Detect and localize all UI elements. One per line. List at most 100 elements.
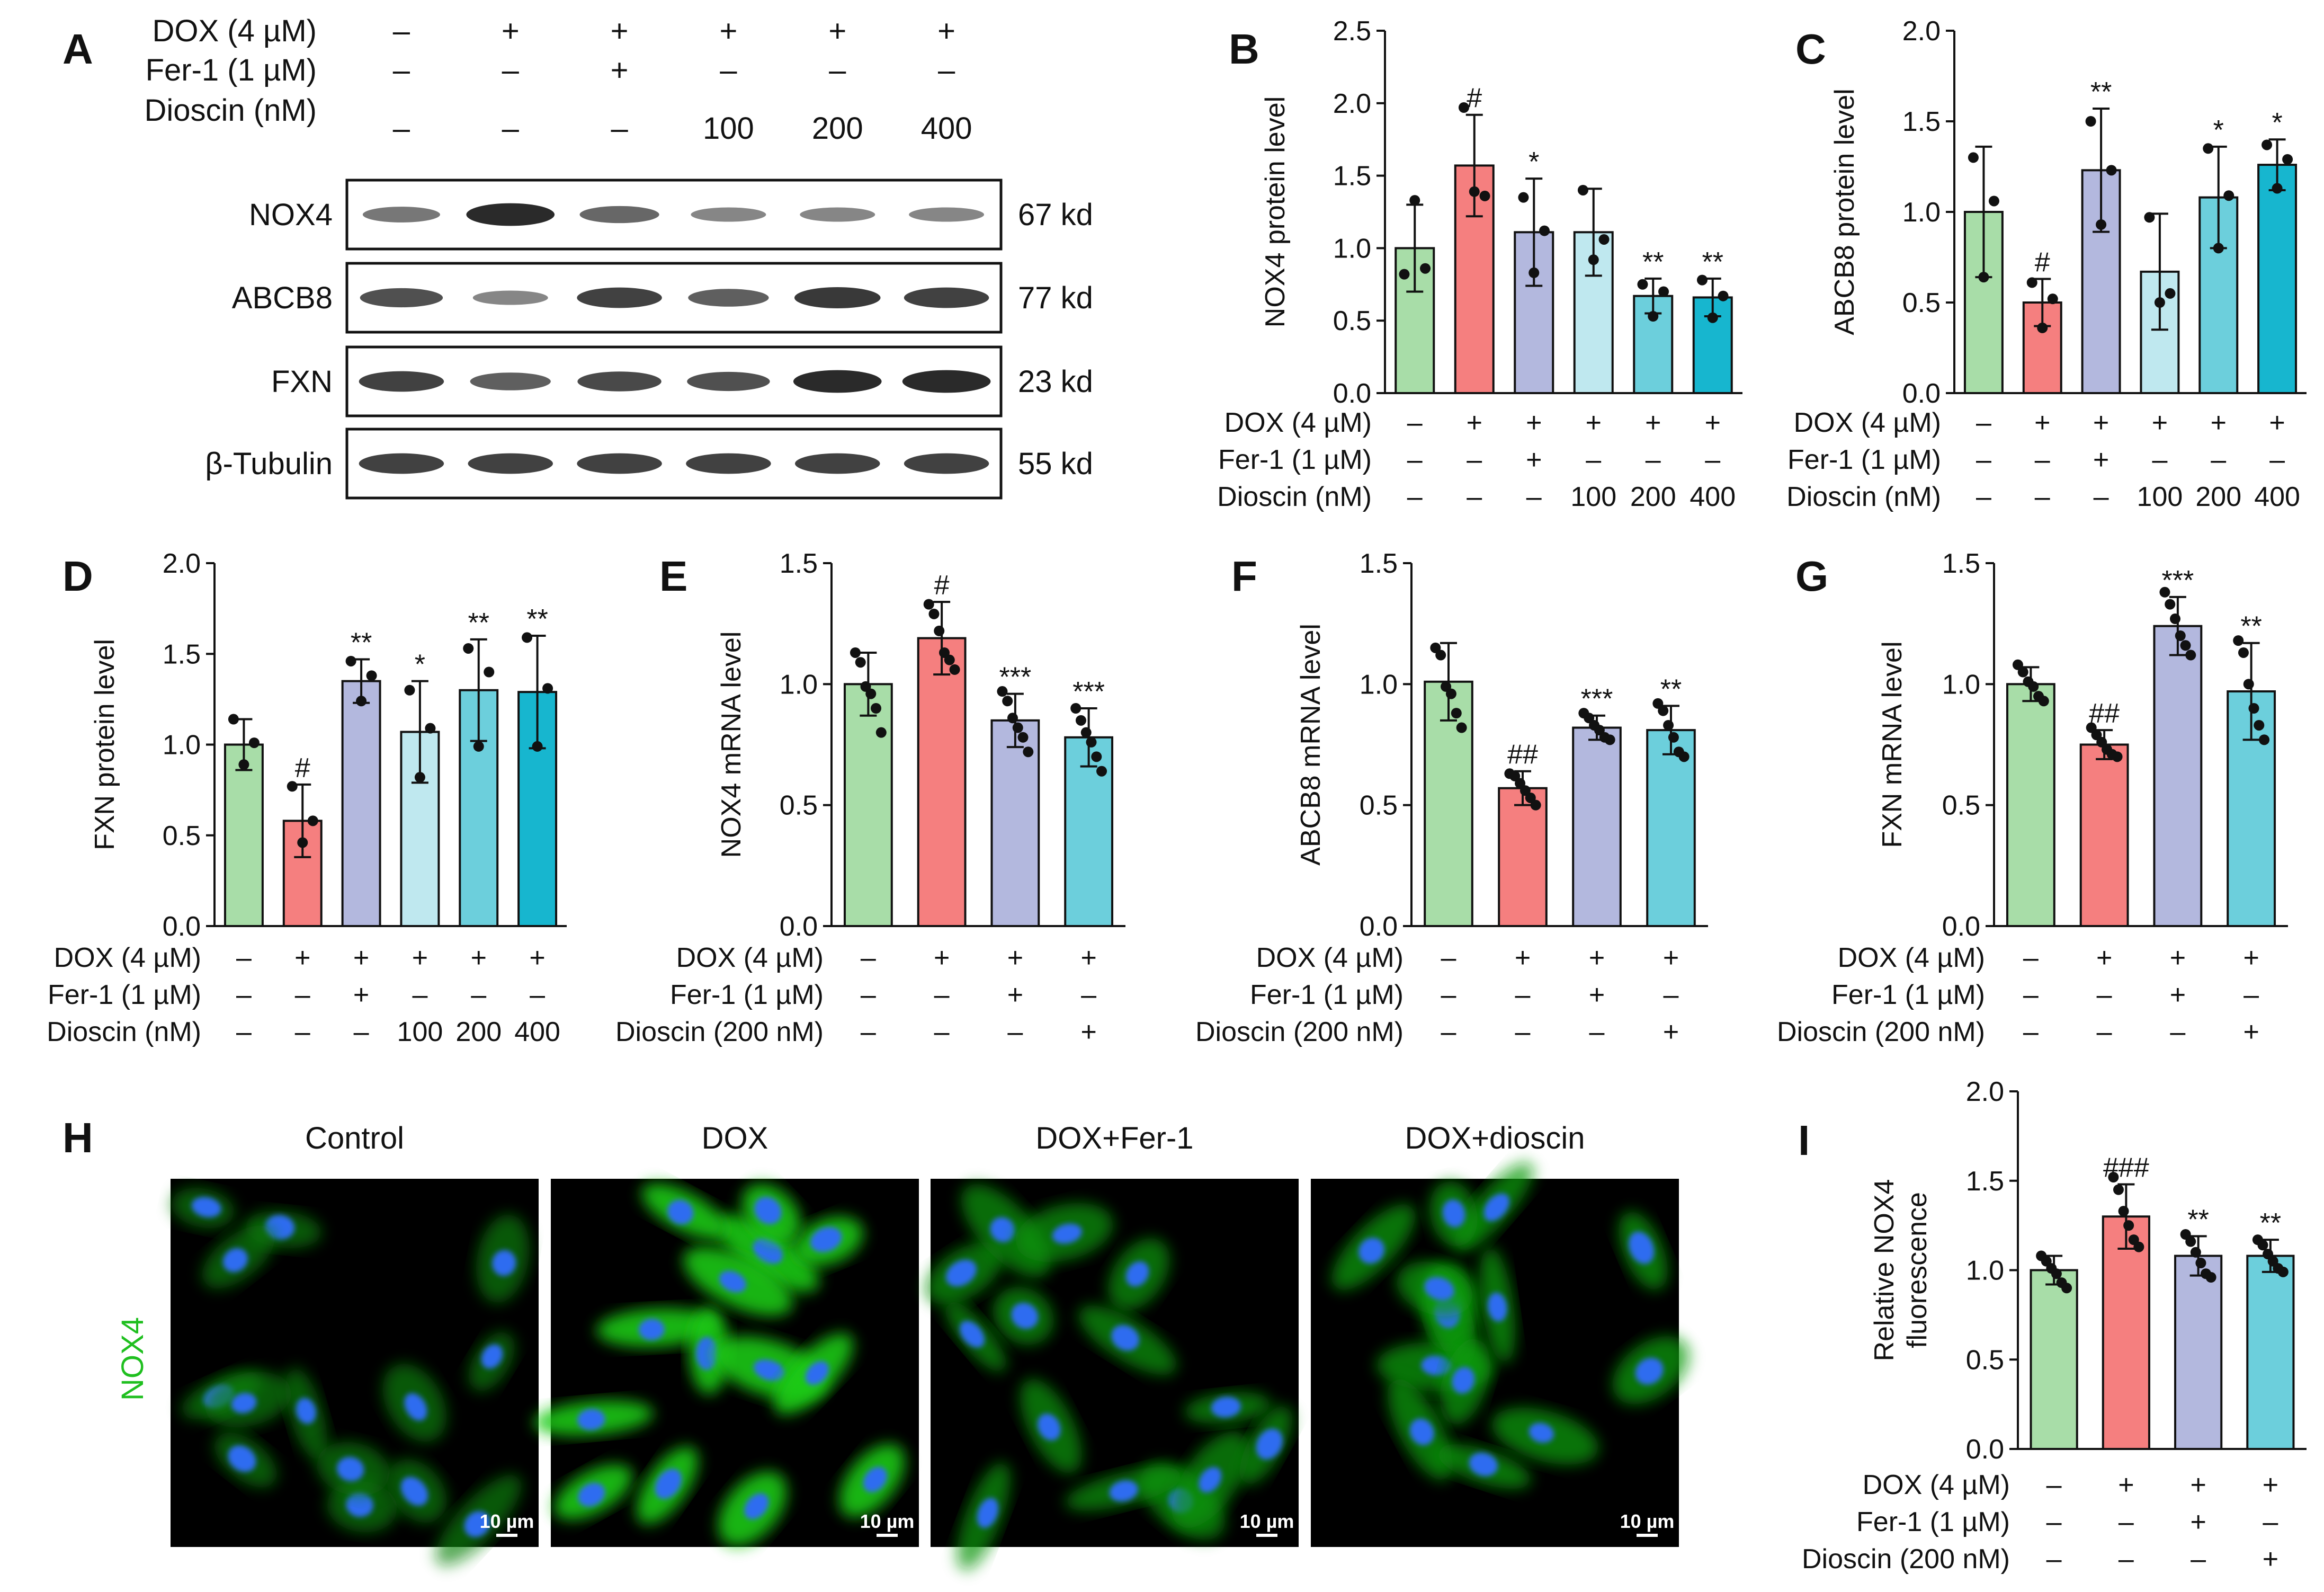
data-point <box>2026 277 2037 288</box>
data-point <box>871 703 882 714</box>
data-point <box>307 815 318 826</box>
condition-cell: + <box>2269 407 2285 438</box>
blot-protein-label: NOX4 <box>249 198 333 232</box>
significance-marker: ** <box>1660 674 1682 705</box>
bar-group <box>1963 145 2004 394</box>
condition-cell: + <box>1663 1017 1679 1047</box>
condition-cell: – <box>1407 407 1423 438</box>
condition-label: Dioscin (200 nM) <box>1195 1017 1404 1047</box>
condition-cell: – <box>1586 444 1601 475</box>
condition-cell: – <box>2046 1470 2062 1500</box>
cell-nucleus <box>1487 1292 1507 1322</box>
blot-condition-label: DOX (4 µM) <box>152 14 317 48</box>
condition-cell: + <box>2190 1470 2206 1500</box>
significance-marker: ** <box>2090 77 2112 108</box>
chart-panel: E 0.0 0.5 1.0 1.5 NOX4 mRNA level # *** *** DOX (… <box>615 548 1125 1047</box>
protein-band <box>687 371 770 392</box>
y-tick-label: 2.0 <box>1966 1077 2004 1107</box>
cell-nucleus <box>1358 1238 1384 1264</box>
data-point <box>1420 263 1431 274</box>
bar-group: ** <box>1646 674 1696 927</box>
bar <box>1963 211 2004 394</box>
cell-nucleus <box>346 1492 373 1517</box>
y-tick-label: 0.5 <box>1360 790 1398 821</box>
y-tick-label: 0.5 <box>1902 288 1941 318</box>
y-tick-label: 0.0 <box>1360 911 1398 942</box>
condition-cell: – <box>1467 482 1482 512</box>
significance-marker: ** <box>351 628 372 659</box>
protein-band <box>359 371 444 392</box>
data-point <box>2259 734 2270 745</box>
cell-nucleus <box>1409 1418 1434 1445</box>
blot-condition-cell: + <box>937 14 955 48</box>
condition-cell: + <box>1645 407 1661 438</box>
condition-cell: – <box>1515 1017 1531 1047</box>
y-tick-label: 1.5 <box>1360 548 1398 579</box>
condition-cell: – <box>1526 482 1542 512</box>
blot-condition-cell: 200 <box>812 111 863 146</box>
bar <box>2257 164 2298 394</box>
condition-cell: – <box>1441 1017 1456 1047</box>
bar-group: ## <box>2079 698 2129 927</box>
cell-nucleus <box>810 1226 842 1252</box>
condition-cell: + <box>1586 407 1602 438</box>
protein-band <box>468 453 553 474</box>
condition-cell: – <box>1976 444 1991 475</box>
y-tick-label: 2.0 <box>1902 16 1941 47</box>
micrograph: Control 10 µm <box>171 1121 539 1566</box>
bar-group: # <box>282 753 323 927</box>
data-point <box>2038 696 2049 707</box>
data-point <box>2185 650 2196 661</box>
condition-cell: – <box>2170 1017 2185 1047</box>
y-tick-label: 1.0 <box>1966 1256 2004 1286</box>
data-point <box>1023 746 1034 758</box>
condition-cell: + <box>1526 444 1542 475</box>
significance-marker: ** <box>526 604 548 635</box>
protein-band <box>794 287 881 309</box>
blot-condition-cell: – <box>502 53 520 87</box>
data-point <box>484 666 495 678</box>
condition-cell: – <box>2035 444 2050 475</box>
protein-band <box>902 370 991 393</box>
bar-group: *** <box>990 662 1040 928</box>
cell-nucleus <box>336 1457 364 1481</box>
cell-nucleus <box>863 1466 887 1492</box>
data-point <box>2203 143 2214 154</box>
significance-marker: * <box>2272 108 2282 138</box>
data-point <box>2190 1247 2201 1258</box>
condition-cell: + <box>2170 980 2186 1010</box>
bar-group: * <box>2257 108 2298 394</box>
blot-protein-label: ABCB8 <box>232 281 333 315</box>
bar <box>2102 1215 2150 1450</box>
condition-cell: + <box>529 942 545 973</box>
cell-nucleus <box>667 1199 694 1225</box>
blot-protein-label: β-Tubulin <box>205 447 333 481</box>
bar-group: * <box>400 650 440 928</box>
protein-band <box>359 453 444 474</box>
condition-label: Dioscin (nM) <box>1786 482 1941 512</box>
significance-marker: ** <box>1642 247 1664 278</box>
y-tick-label: 1.5 <box>163 639 201 670</box>
condition-label: Fer-1 (1 µM) <box>1787 444 1941 475</box>
condition-cell: – <box>1467 444 1482 475</box>
data-point <box>2165 288 2176 299</box>
data-point <box>2112 751 2123 762</box>
cell-nucleus <box>990 1217 1015 1242</box>
condition-label: DOX (4 µM) <box>1224 407 1372 438</box>
cell-nucleus <box>1452 1367 1475 1394</box>
condition-cell: – <box>2243 980 2259 1010</box>
bar <box>224 743 264 927</box>
data-point <box>345 655 356 666</box>
condition-cell: – <box>412 980 427 1010</box>
data-point <box>404 684 415 696</box>
blot-condition-cell: 400 <box>921 111 972 146</box>
nox4-channel-label: NOX4 <box>115 1317 150 1401</box>
bar-group: ## <box>1498 740 1548 927</box>
panel-label: D <box>62 553 93 600</box>
bar-group: ** <box>1633 247 1674 394</box>
condition-cell: 100 <box>2137 482 2183 512</box>
condition-cell: – <box>2119 1507 2134 1537</box>
condition-cell: 100 <box>397 1017 443 1047</box>
